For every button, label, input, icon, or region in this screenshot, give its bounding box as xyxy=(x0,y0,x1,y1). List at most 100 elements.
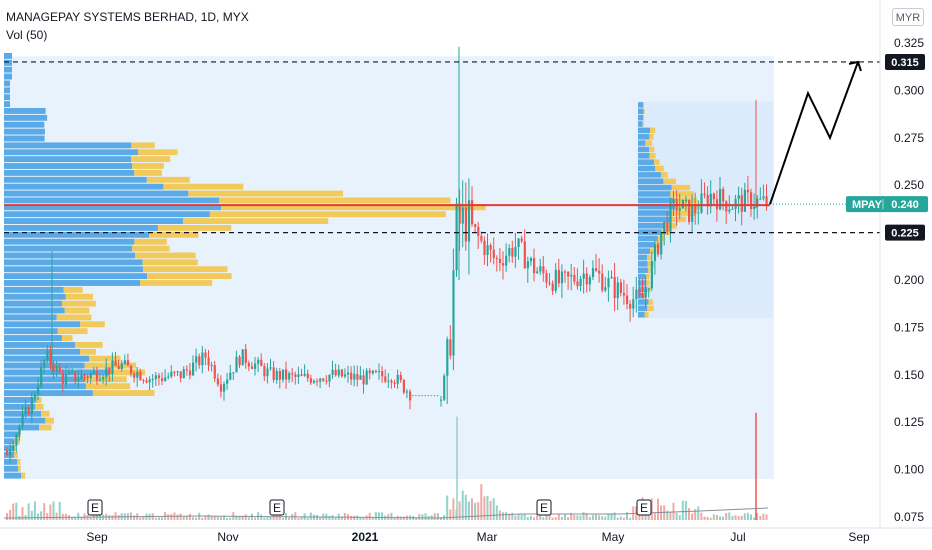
volume-bar xyxy=(33,501,36,520)
profile-row-sell xyxy=(149,231,199,238)
volume-bar xyxy=(142,515,145,520)
price-tick-label: 0.200 xyxy=(894,273,924,287)
profile-row-buy xyxy=(638,140,646,146)
candle-body xyxy=(492,249,495,259)
volume-bar xyxy=(626,512,628,520)
candle-body xyxy=(99,379,102,381)
volume-bar xyxy=(452,498,455,520)
candle-body xyxy=(86,376,89,379)
candle-body xyxy=(684,199,688,201)
profile-row-sell xyxy=(157,224,232,231)
candle-body xyxy=(9,450,12,456)
profile-row-sell xyxy=(655,165,664,172)
candle-body xyxy=(266,368,269,377)
profile-row-buy xyxy=(638,280,646,286)
profile-row-buy xyxy=(638,127,651,134)
volume-bar xyxy=(161,517,163,520)
volume-bar xyxy=(536,513,539,520)
candle-body xyxy=(533,258,536,274)
volume-bar xyxy=(539,514,542,520)
volume-bar xyxy=(306,517,309,520)
profile-row-sell xyxy=(134,238,167,245)
candle-body xyxy=(650,260,653,289)
currency-button[interactable]: MYR xyxy=(892,8,924,26)
volume-bar xyxy=(368,512,371,520)
candle-body xyxy=(71,371,74,373)
candle-body xyxy=(517,238,520,248)
profile-row-sell xyxy=(131,142,155,149)
volume-bar xyxy=(765,514,768,520)
profile-row-sell xyxy=(645,280,650,286)
volume-bar xyxy=(263,517,266,520)
volume-bar xyxy=(381,512,384,520)
volume-bar xyxy=(489,500,492,520)
profile-row-sell xyxy=(41,410,50,417)
profile-row-buy xyxy=(4,238,135,245)
candle-body xyxy=(157,375,161,379)
candle-body xyxy=(309,378,312,383)
candle-body xyxy=(374,370,378,373)
candle-body xyxy=(294,374,297,377)
volume-bar xyxy=(281,517,284,520)
candle-body xyxy=(43,360,46,367)
candle-body xyxy=(52,364,55,372)
volume-bar xyxy=(477,502,480,520)
profile-row-sell xyxy=(147,273,232,280)
profile-row-sell xyxy=(654,159,660,165)
candle-body xyxy=(219,384,223,392)
candle-body xyxy=(464,207,467,242)
candle-body xyxy=(765,196,768,207)
price-tick-label: 0.175 xyxy=(894,320,924,334)
candle-body xyxy=(244,349,247,363)
profile-row-sell xyxy=(138,149,178,156)
profile-row-sell xyxy=(131,156,171,163)
candle-body xyxy=(288,373,291,380)
profile-row-sell xyxy=(163,183,244,190)
profile-row-sell xyxy=(80,348,96,355)
volume-bar xyxy=(471,498,473,520)
time-tick-label: May xyxy=(602,530,625,544)
candle-body xyxy=(539,266,542,272)
candle-body xyxy=(387,380,390,382)
candle-body xyxy=(350,372,353,380)
volume-bar xyxy=(601,516,604,520)
volume-bar xyxy=(353,515,356,520)
candle-body xyxy=(743,189,746,212)
candle-body xyxy=(33,394,37,398)
volume-bar xyxy=(564,514,566,520)
candle-body xyxy=(319,378,322,382)
volume-bar xyxy=(61,513,64,520)
profile-row-buy xyxy=(4,73,12,80)
profile-row-buy xyxy=(4,114,48,121)
profile-row-buy xyxy=(4,101,10,108)
candle-body xyxy=(461,207,464,224)
volume-bar xyxy=(15,502,18,520)
volume-bar xyxy=(458,501,461,520)
candle-body xyxy=(579,278,582,287)
volume-bar xyxy=(526,517,529,520)
candle-body xyxy=(573,274,576,282)
profile-row-buy xyxy=(638,222,665,229)
candle-body xyxy=(554,269,557,291)
time-axis: Sep Nov 2021 Mar May Jul Sep xyxy=(0,527,932,544)
candle-body xyxy=(647,288,650,290)
earnings-marker xyxy=(269,499,285,516)
profile-row-sell xyxy=(134,252,196,259)
candle-body xyxy=(508,248,511,256)
profile-row-buy xyxy=(4,341,76,348)
volume-bar xyxy=(548,514,551,520)
candle-body xyxy=(526,261,529,269)
candle-body xyxy=(328,374,331,382)
profile-row-buy xyxy=(638,197,673,204)
profile-row-buy xyxy=(4,211,210,218)
level-tag xyxy=(885,224,925,241)
profile-row-buy xyxy=(4,156,132,163)
candle-body xyxy=(105,367,108,378)
profile-row-sell xyxy=(142,259,198,266)
candle-body xyxy=(722,189,725,202)
volume-bar xyxy=(167,514,170,520)
profile-row-buy xyxy=(638,178,664,185)
candle-body xyxy=(756,198,759,207)
volume-bar xyxy=(433,513,436,520)
